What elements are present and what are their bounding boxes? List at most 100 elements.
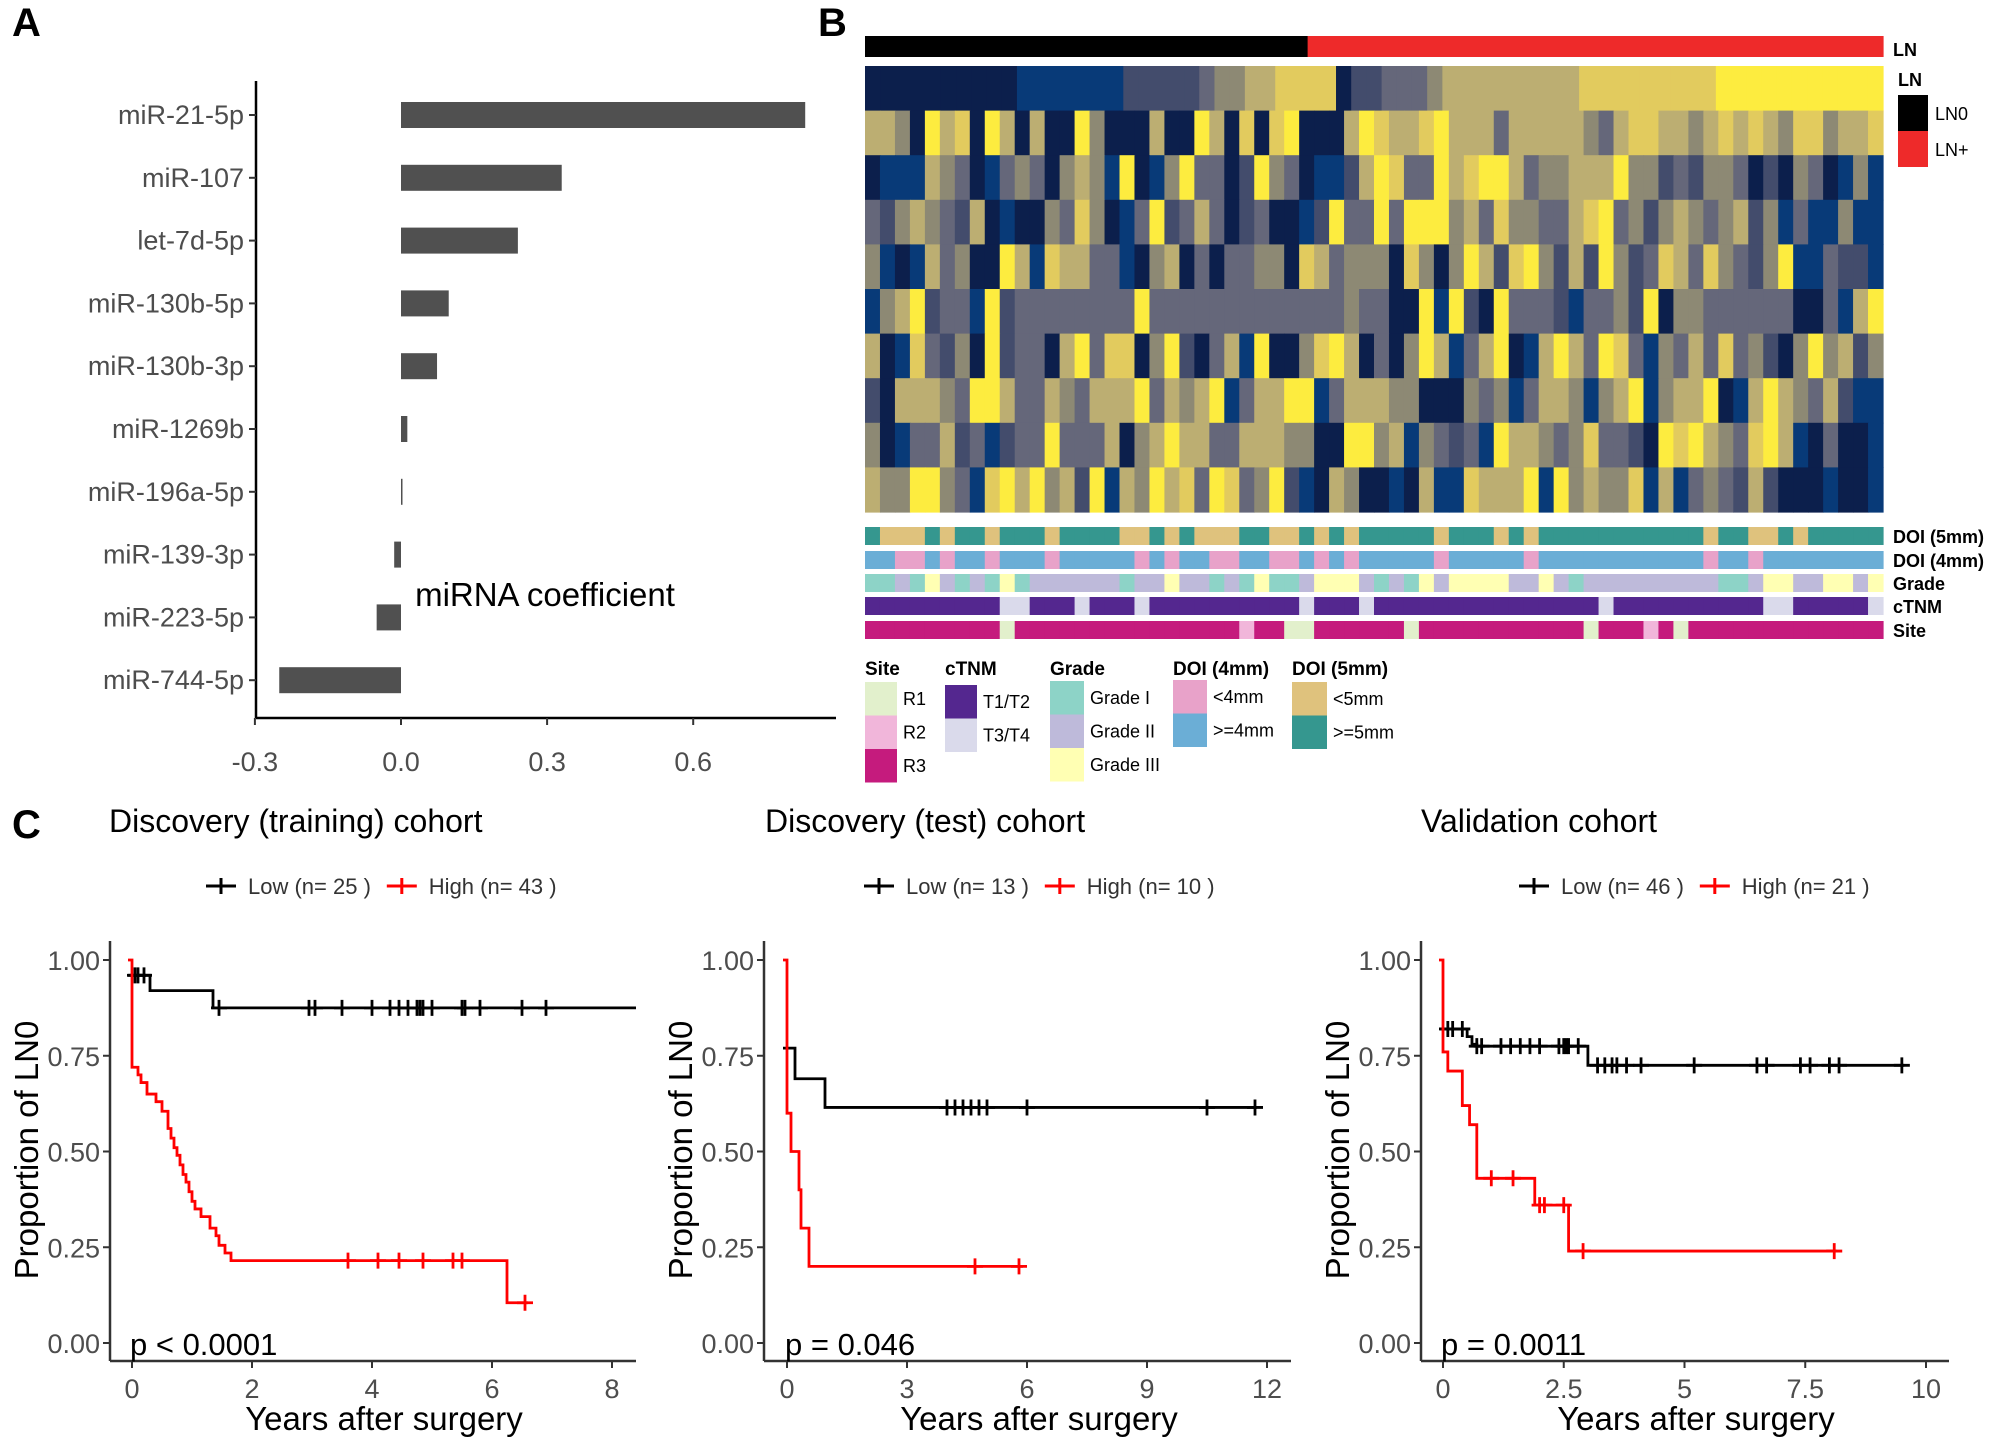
heatmap-cell <box>1224 289 1240 335</box>
annotation-cell <box>1448 574 1465 592</box>
heatmap-cell <box>1014 378 1031 424</box>
ln-annotation-cell <box>1204 36 1220 57</box>
annotation-cell <box>1733 551 1749 569</box>
annotation-cell <box>1209 574 1225 592</box>
annotation-cell <box>1374 527 1390 545</box>
heatmap-cell <box>1224 110 1240 156</box>
annotation-cell <box>924 597 941 615</box>
heatmap-cell <box>1733 244 1749 290</box>
heatmap-cell <box>1688 110 1704 156</box>
annotation-cell <box>1433 597 1450 615</box>
annotation-cell <box>1808 597 1824 615</box>
heatmap-cell <box>1014 110 1031 156</box>
annotation-cell <box>1299 574 1315 592</box>
heatmap-cell <box>1658 422 1675 468</box>
heatmap-cell <box>1478 378 1495 424</box>
heatmap-cell <box>1583 199 1600 245</box>
heatmap-cell <box>1793 244 1809 290</box>
annotation-legend-swatch <box>1050 681 1084 715</box>
annotation-cell <box>999 574 1016 592</box>
heatmap-cell <box>1359 155 1375 201</box>
annotation-cell <box>1868 574 1884 592</box>
heatmap-cell <box>1613 244 1630 290</box>
annotation-cell <box>1613 621 1630 639</box>
heatmap-cell <box>1508 333 1525 379</box>
heatmap-cell <box>1776 66 1793 112</box>
heatmap-cell <box>1209 289 1225 335</box>
heatmap-cell <box>1823 110 1839 156</box>
annotation-cell <box>1104 527 1121 545</box>
annotation-cell <box>1119 551 1136 569</box>
heatmap-cell <box>1763 467 1779 513</box>
heatmap-cell <box>1149 110 1166 156</box>
annotation-cell <box>1149 597 1166 615</box>
heatmap-cell <box>1059 110 1076 156</box>
heatmap-cell <box>999 467 1016 513</box>
heatmap-cell <box>1838 467 1854 513</box>
heatmap-cell <box>1179 110 1195 156</box>
ln-annotation-cell <box>1469 36 1486 57</box>
annotation-cell <box>1388 551 1405 569</box>
annotation-cell <box>954 527 971 545</box>
annotation-cell <box>1344 551 1360 569</box>
heatmap-cell <box>1089 199 1106 245</box>
heatmap-cell <box>1047 66 1064 112</box>
heatmap-cell <box>1149 289 1166 335</box>
heatmap-cell <box>1260 66 1276 112</box>
heatmap-cell <box>924 333 941 379</box>
heatmap-cell <box>1583 467 1600 513</box>
heatmap-cell <box>1344 333 1360 379</box>
heatmap-cell <box>865 110 881 156</box>
heatmap-cell <box>1194 289 1210 335</box>
annotation-cell <box>1403 597 1420 615</box>
heatmap-cell <box>1239 333 1255 379</box>
heatmap-cell <box>984 467 1001 513</box>
annotation-cell <box>1044 551 1061 569</box>
bar-x-axis-title: miRNA coefficient <box>415 576 675 613</box>
annotation-cell <box>1029 527 1046 545</box>
heatmap-cell <box>1104 422 1121 468</box>
annotation-cell <box>865 527 881 545</box>
annotation-cell <box>1299 597 1315 615</box>
heatmap-cell <box>1403 155 1420 201</box>
heatmap-cell <box>939 110 956 156</box>
coefficient-bar <box>401 416 408 442</box>
heatmap-cell <box>1598 422 1615 468</box>
heatmap-cell <box>1403 244 1420 290</box>
annotation-cell <box>1239 621 1255 639</box>
heatmap-cell <box>1059 378 1076 424</box>
annotation-cell <box>1538 527 1555 545</box>
annotation-cell <box>954 551 971 569</box>
heatmap-cell <box>1553 333 1570 379</box>
annotation-cell <box>1643 597 1660 615</box>
heatmap-cell <box>1538 378 1555 424</box>
heatmap-cell <box>1523 422 1540 468</box>
heatmap-cell <box>1134 333 1151 379</box>
heatmap-cell <box>1359 289 1375 335</box>
x-tick-label: 0.6 <box>674 747 712 777</box>
heatmap-cell <box>1344 244 1360 290</box>
heatmap-cell <box>1688 422 1704 468</box>
heatmap-cell <box>1853 422 1869 468</box>
x-tick-label: 6 <box>1019 1374 1034 1404</box>
annotation-cell <box>1269 597 1285 615</box>
annotation-legend-swatch <box>1173 713 1207 747</box>
heatmap-cell <box>1523 155 1540 201</box>
heatmap-cell <box>1688 155 1704 201</box>
heatmap-cell <box>984 422 1001 468</box>
heatmap-cell <box>1613 333 1630 379</box>
heatmap-cell <box>1314 378 1330 424</box>
annotation-cell <box>1314 597 1330 615</box>
censor-mark <box>1555 1197 1572 1214</box>
km-title: Discovery (training) cohort <box>109 803 483 839</box>
annotation-cell <box>1688 597 1704 615</box>
heatmap-cell <box>1838 110 1854 156</box>
annotation-cell <box>1164 621 1180 639</box>
heatmap-cell <box>1448 378 1465 424</box>
heatmap-cell <box>1344 199 1360 245</box>
y-tick-label: 1.00 <box>47 946 100 976</box>
heatmap-cell <box>1214 66 1231 112</box>
heatmap-cell <box>1538 422 1555 468</box>
annotation-cell <box>1209 527 1225 545</box>
heatmap-cell <box>1299 199 1315 245</box>
